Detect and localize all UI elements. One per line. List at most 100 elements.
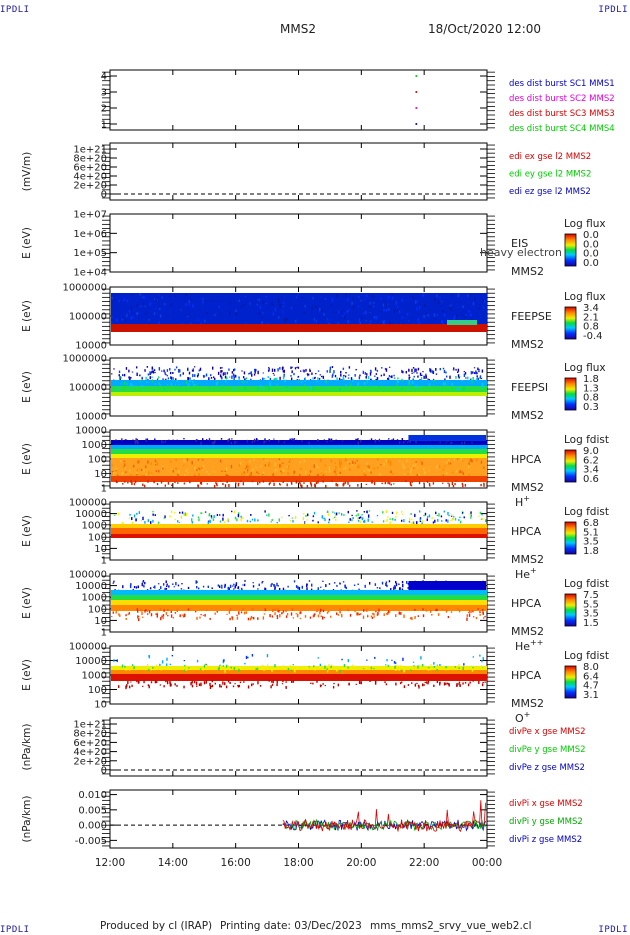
spectrogram-pixel <box>174 683 176 686</box>
spectrogram-pixel <box>293 580 296 583</box>
spectrogram-pixel <box>401 298 403 302</box>
spectrogram-pixel <box>482 657 484 661</box>
spectrogram-pixel <box>389 482 391 485</box>
spectrogram-pixel <box>370 615 373 618</box>
spectrogram-pixel <box>347 659 350 663</box>
spectrogram-pixel <box>267 367 270 369</box>
spectrogram-pixel <box>357 438 359 441</box>
spectrogram-pixel <box>209 617 211 620</box>
spectrogram-pixel <box>212 518 215 521</box>
spectrogram-pixel <box>382 308 385 312</box>
spectrogram-pixel <box>227 586 229 590</box>
spectrogram-pixel <box>262 377 264 381</box>
spectrogram-pixel <box>330 438 333 441</box>
spectrogram-pixel <box>422 608 424 611</box>
spectrogram-pixel <box>464 483 467 487</box>
spectrogram-pixel <box>447 440 449 442</box>
spectrogram-band <box>111 440 487 445</box>
spectrogram-pixel <box>172 378 174 382</box>
spectrogram-pixel <box>484 519 487 523</box>
spectrogram-pixel <box>165 585 168 587</box>
spectrogram-pixel <box>175 581 177 586</box>
spectrogram-pixel <box>314 668 316 671</box>
spectrogram-pixel <box>200 481 203 485</box>
spectrogram-pixel <box>331 366 334 369</box>
panel-frame-edi <box>109 142 488 201</box>
instrument-label: EIS <box>511 237 528 250</box>
spectrogram-pixel <box>219 684 221 688</box>
spectrogram-pixel <box>138 511 141 514</box>
spectrogram-pixel <box>127 613 129 615</box>
spectrogram-pixel <box>214 612 216 615</box>
spectrogram-pixel <box>344 584 346 588</box>
spectrogram-pixel <box>299 370 302 372</box>
spectrogram-pixel <box>204 319 206 323</box>
spectrogram-pixel <box>457 293 459 297</box>
colorbar-gradient <box>564 593 577 627</box>
spectrogram-pixel <box>188 300 190 304</box>
spectrogram-pixel <box>449 304 452 307</box>
colorbar-tick-label: -0.4 <box>583 331 603 342</box>
spectrogram-pixel <box>246 439 249 443</box>
spectrogram-pixel <box>288 441 290 444</box>
spectrogram-pixel <box>312 296 314 300</box>
spectrogram-pixel <box>278 298 280 301</box>
spectrogram-pixel <box>461 459 463 462</box>
spectrogram-pixel <box>129 584 132 589</box>
spectrogram-pixel <box>141 384 143 388</box>
spectrogram-pixel <box>221 584 223 587</box>
y-axis-label: E (eV) <box>21 515 33 547</box>
spectrogram-pixel <box>164 371 166 375</box>
spectrogram-pixel <box>151 368 154 370</box>
spectrogram-pixel <box>291 370 293 374</box>
spectrogram-pixel <box>329 366 332 370</box>
spectrogram-pixel <box>216 381 219 384</box>
y-tick-label: 0.005 <box>78 805 107 816</box>
spectrogram-pixel <box>272 680 274 684</box>
spectrogram-pixel <box>472 680 474 682</box>
spectrogram-pixel <box>333 682 335 685</box>
spectrogram-pixel <box>391 666 393 668</box>
spectrogram-pixel <box>167 377 170 380</box>
spectrogram-pixel <box>407 387 410 389</box>
spectrogram-pixel <box>149 371 151 373</box>
spectrogram-pixel <box>195 580 197 584</box>
spectrogram-pixel <box>197 516 200 519</box>
spectrogram-pixel <box>379 472 381 477</box>
spectrogram-pixel <box>264 666 267 669</box>
spectrogram-pixel <box>430 369 432 373</box>
spectrogram-pixel <box>147 480 149 483</box>
colorbar-tick-label: 7.5 <box>583 590 599 601</box>
spectrogram-pixel <box>412 378 415 380</box>
spectrogram-pixel <box>330 440 332 442</box>
spectrogram-pixel <box>343 664 346 667</box>
panel-frame-eis <box>109 213 488 273</box>
spectrogram-pixel <box>179 369 181 373</box>
spectrogram-pixel <box>416 372 418 374</box>
spectrogram-pixel <box>149 587 152 590</box>
species-label: He+ <box>515 566 537 581</box>
spectrogram-pixel <box>374 439 377 443</box>
spectrogram-pixel <box>308 474 311 477</box>
spectrogram-pixel <box>157 583 160 585</box>
spectrogram-pixel <box>161 296 164 299</box>
spectrogram-pixel <box>328 610 330 613</box>
spectrogram-pixel <box>196 374 199 378</box>
spectrogram-pixel <box>285 609 287 612</box>
spectrogram-pixel <box>114 471 116 474</box>
spectrogram-pixel <box>414 463 417 467</box>
y-tick-label: 10000 <box>75 412 107 423</box>
spectrogram-pixel <box>444 465 446 467</box>
spectrogram-pixel <box>447 440 449 444</box>
spectrogram-pixel <box>450 441 452 444</box>
spectrogram-pixel <box>161 440 163 444</box>
spectrogram-pixel <box>229 617 231 621</box>
spectrogram-pixel <box>268 482 271 486</box>
spectrogram-pixel <box>372 294 374 298</box>
spectrogram-pixel <box>111 297 113 300</box>
colorbar-tick-label: 5.5 <box>583 599 599 610</box>
spectrogram-pixel <box>209 682 211 687</box>
spectrogram-pixel <box>235 582 238 585</box>
spectrogram-pixel <box>198 474 200 478</box>
spectrogram-pixel <box>167 667 169 670</box>
